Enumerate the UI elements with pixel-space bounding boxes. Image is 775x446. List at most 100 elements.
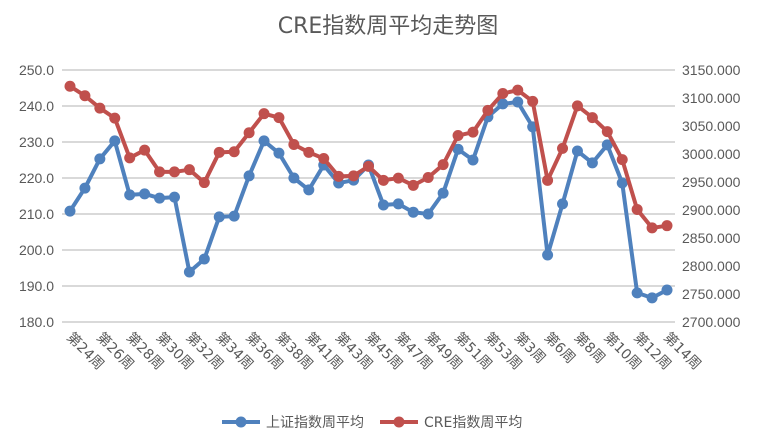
data-point xyxy=(64,80,76,92)
data-point xyxy=(586,112,598,124)
data-point xyxy=(646,292,658,304)
data-point xyxy=(512,96,524,108)
x-tick-label: 第8周 xyxy=(571,329,609,367)
data-point xyxy=(109,112,121,124)
data-point xyxy=(258,108,270,120)
x-axis: 第24周第26周第28周第30周第32周第34周第36周第38周第41周第43周… xyxy=(63,329,704,373)
data-point xyxy=(303,184,315,196)
data-point xyxy=(94,102,106,114)
data-point xyxy=(228,210,240,222)
data-point xyxy=(348,170,360,182)
x-tick-label: 第6周 xyxy=(541,329,579,367)
series-layer xyxy=(64,80,673,304)
data-point xyxy=(64,205,76,217)
data-point xyxy=(661,284,673,296)
data-point xyxy=(392,198,404,210)
data-point xyxy=(407,179,419,191)
y-right-tick-label: 2800.000 xyxy=(682,258,741,274)
data-point xyxy=(437,187,449,199)
data-point xyxy=(661,220,673,232)
data-point xyxy=(154,192,166,204)
data-point xyxy=(452,130,464,142)
data-point xyxy=(557,198,569,210)
data-point xyxy=(258,135,270,147)
data-point xyxy=(154,166,166,178)
data-point xyxy=(79,182,91,194)
data-point xyxy=(94,153,106,165)
data-point xyxy=(303,146,315,158)
data-point xyxy=(527,95,539,107)
data-point xyxy=(616,154,628,166)
y-axis-right: 2700.000 2750.000 2800.000 2850.000 2900.000… xyxy=(682,62,741,330)
data-point xyxy=(571,145,583,157)
data-point xyxy=(228,146,240,158)
y-left-tick-label: 230.0 xyxy=(19,134,54,150)
data-point xyxy=(288,172,300,184)
gridlines xyxy=(62,69,675,323)
data-point xyxy=(168,166,180,178)
data-point xyxy=(646,222,658,234)
data-point xyxy=(571,100,583,112)
data-point xyxy=(168,191,180,203)
data-point xyxy=(497,88,509,100)
data-point xyxy=(363,160,374,172)
data-point xyxy=(497,98,509,110)
legend-marker xyxy=(235,416,247,428)
y-left-tick-label: 180.0 xyxy=(19,314,54,330)
y-left-tick-label: 200.0 xyxy=(19,242,54,258)
data-point xyxy=(377,199,389,211)
legend-label: 上证指数周平均 xyxy=(266,415,364,431)
data-point xyxy=(437,159,449,171)
data-point xyxy=(79,90,91,102)
data-point xyxy=(183,266,195,278)
y-right-tick-label: 3100.000 xyxy=(682,90,741,106)
y-left-tick-label: 210.0 xyxy=(19,206,54,222)
data-point xyxy=(213,146,225,158)
data-point xyxy=(377,174,389,186)
data-point xyxy=(198,177,210,189)
data-point xyxy=(243,170,255,182)
y-right-tick-label: 3150.000 xyxy=(682,62,741,78)
data-point xyxy=(467,154,479,166)
data-point xyxy=(139,144,151,156)
y-left-tick-label: 220.0 xyxy=(19,170,54,186)
y-right-tick-label: 2950.000 xyxy=(682,174,741,190)
data-point xyxy=(512,84,524,96)
data-point xyxy=(333,170,345,182)
data-point xyxy=(601,126,613,138)
y-left-tick-label: 250.0 xyxy=(19,62,54,78)
series-left xyxy=(64,96,673,304)
data-point xyxy=(273,112,285,124)
y-left-tick-label: 190.0 xyxy=(19,278,54,294)
chart-title: CRE指数周平均走势图 xyxy=(278,14,499,39)
series-right xyxy=(64,80,673,234)
data-point xyxy=(213,211,225,223)
legend-marker xyxy=(393,416,405,428)
data-point xyxy=(452,143,464,155)
data-point xyxy=(288,138,300,150)
data-point xyxy=(542,174,554,186)
data-point xyxy=(422,208,434,220)
data-point xyxy=(124,152,136,164)
data-point xyxy=(557,142,569,154)
data-point xyxy=(198,253,210,265)
data-point xyxy=(139,188,151,200)
y-left-tick-label: 240.0 xyxy=(19,98,54,114)
data-point xyxy=(631,203,643,215)
legend: 上证指数周平均 CRE指数周平均 xyxy=(222,415,522,431)
y-right-tick-label: 3050.000 xyxy=(682,118,741,134)
data-point xyxy=(586,157,598,169)
data-point xyxy=(183,164,195,176)
legend-label: CRE指数周平均 xyxy=(424,415,522,431)
data-point xyxy=(631,287,643,299)
y-right-tick-label: 3000.000 xyxy=(682,146,741,162)
y-axis-left: 180.0 190.0 200.0 210.0 220.0 230.0 240.0 250.0 xyxy=(19,62,54,330)
y-right-tick-label: 2750.000 xyxy=(682,286,741,302)
y-right-tick-label: 2700.000 xyxy=(682,314,741,330)
data-point xyxy=(318,152,330,164)
data-point xyxy=(109,135,121,147)
data-point xyxy=(482,104,494,116)
data-point xyxy=(273,147,285,159)
